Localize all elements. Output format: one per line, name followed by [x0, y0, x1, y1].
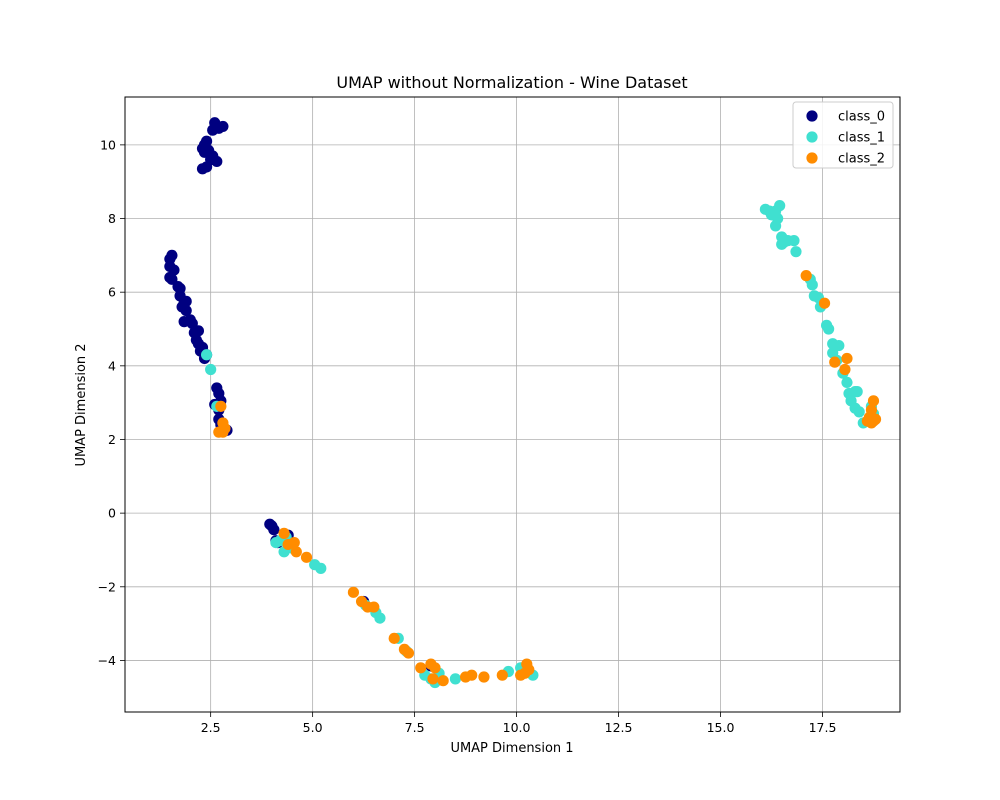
data-point: [429, 662, 441, 674]
data-point: [415, 662, 427, 674]
x-axis-ticks: 2.5 5.0 7.5 10.0 12.5 15.0 17.5: [201, 712, 837, 735]
y-tick-label: 8: [108, 211, 116, 226]
legend: class_0 class_1 class_2: [792, 101, 894, 169]
data-point: [200, 349, 213, 361]
data-point: [211, 155, 223, 168]
data-point: [818, 297, 831, 309]
data-point: [205, 363, 217, 376]
data-point: [788, 235, 800, 247]
data-point: [496, 669, 508, 681]
data-point: [523, 664, 535, 676]
y-tick-label: −2: [98, 579, 116, 594]
data-point: [800, 270, 812, 282]
x-axis-label: UMAP Dimension 1: [450, 741, 573, 756]
legend-marker: [806, 152, 818, 164]
y-tick-label: −4: [98, 653, 116, 668]
data-point: [315, 562, 327, 574]
data-point: [186, 317, 198, 330]
legend-marker: [806, 131, 818, 143]
data-point: [774, 200, 786, 212]
data-point: [288, 536, 300, 549]
y-tick-label: 6: [108, 285, 116, 300]
data-point: [217, 426, 229, 438]
data-point: [166, 249, 178, 261]
plot-frame: [124, 96, 901, 713]
data-point: [769, 220, 782, 232]
y-tick-label: 0: [108, 506, 116, 521]
data-point: [867, 395, 880, 407]
data-point: [829, 356, 841, 368]
data-point: [347, 586, 360, 598]
legend-label: class_1: [838, 131, 885, 146]
data-point: [300, 551, 313, 563]
data-point: [839, 363, 851, 376]
data-point: [806, 279, 818, 291]
data-point: [790, 246, 802, 258]
data-point: [192, 325, 205, 337]
legend-box: [792, 101, 894, 169]
legend-label: class_0: [838, 110, 885, 125]
x-tick-label: 12.5: [605, 720, 633, 735]
data-point: [388, 632, 400, 644]
x-tick-label: 17.5: [809, 720, 837, 735]
x-tick-label: 5.0: [303, 720, 323, 735]
x-tick-label: 7.5: [405, 720, 425, 735]
data-point: [427, 673, 439, 685]
data-point: [166, 273, 178, 285]
x-tick-label: 10.0: [503, 720, 531, 735]
chart-title: UMAP without Normalization - Wine Datase…: [336, 73, 687, 92]
data-point: [853, 406, 865, 418]
data-point: [290, 546, 302, 558]
data-point: [437, 675, 449, 687]
x-tick-label: 2.5: [201, 720, 221, 735]
data-point: [368, 601, 380, 613]
y-tick-label: 10: [100, 137, 116, 152]
data-point: [466, 669, 478, 681]
legend-marker: [806, 110, 818, 122]
data-point: [268, 524, 280, 536]
data-points: [164, 117, 882, 689]
data-point: [867, 415, 880, 427]
data-point: [841, 376, 853, 389]
data-point: [823, 323, 835, 335]
y-tick-label: 2: [108, 432, 116, 447]
data-point: [776, 238, 788, 250]
data-point: [278, 527, 290, 539]
data-point: [196, 163, 209, 175]
y-axis-ticks: −4 −2 0 2 4 6 8 10: [98, 137, 125, 668]
data-point: [833, 339, 845, 352]
data-point: [449, 673, 461, 685]
data-point: [841, 352, 853, 365]
gridlines: [125, 97, 900, 712]
data-point: [207, 124, 219, 136]
data-point: [180, 304, 192, 317]
y-tick-label: 4: [108, 358, 116, 373]
x-tick-label: 15.0: [707, 720, 735, 735]
data-point: [851, 386, 863, 398]
legend-label: class_2: [838, 152, 885, 167]
series-class_2: [213, 270, 882, 687]
y-axis-label: UMAP Dimension 2: [74, 343, 89, 466]
data-point: [478, 671, 490, 683]
data-point: [402, 647, 415, 659]
data-point: [374, 612, 386, 624]
data-point: [215, 400, 227, 412]
